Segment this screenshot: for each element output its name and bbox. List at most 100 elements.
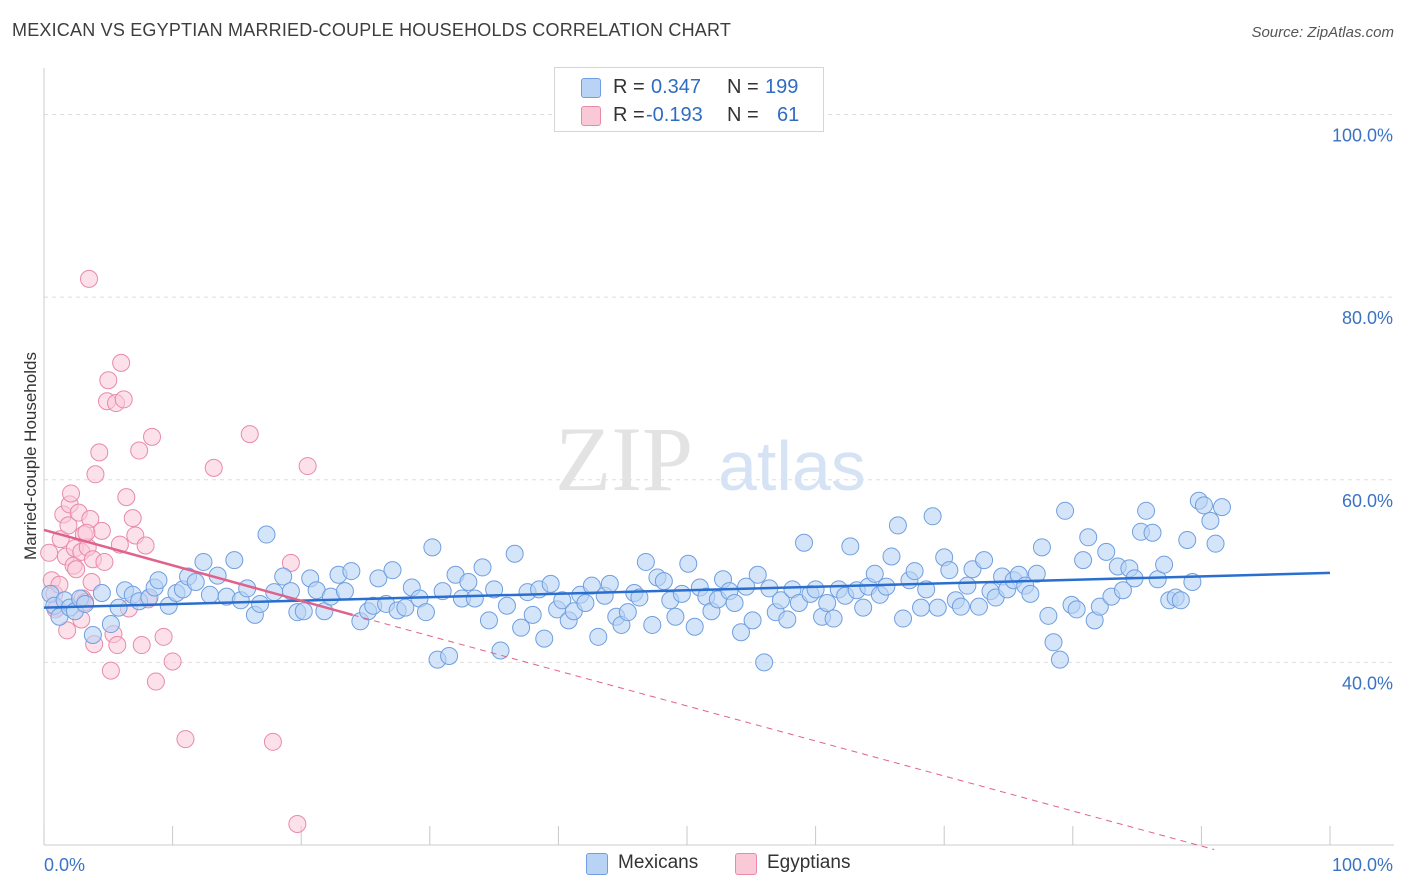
mexicans-point <box>1194 496 1213 515</box>
mexicans-point <box>643 615 662 634</box>
legend-r-label: R = <box>613 104 645 126</box>
y-axis-label: Married-couple Households <box>21 352 40 560</box>
mexicans-point <box>806 580 825 599</box>
mexicans-point <box>1155 555 1174 574</box>
axes <box>43 68 1394 846</box>
mexicans-point <box>865 564 884 583</box>
egyptians-point <box>80 269 99 288</box>
mexicans-point <box>479 611 498 630</box>
mexicans-point <box>416 603 435 622</box>
mexicans-point <box>92 583 111 602</box>
mexicans-point <box>636 552 655 571</box>
egyptians-point <box>114 390 133 409</box>
mexicans-point <box>491 641 510 660</box>
mexicans-point <box>923 507 942 526</box>
mexicans-point <box>1050 650 1069 669</box>
mexicans-point <box>83 625 102 644</box>
mexicans-point <box>1079 528 1098 547</box>
mexicans-point <box>1178 531 1197 550</box>
mexicans-point <box>200 585 219 604</box>
mexicans-point <box>854 598 873 617</box>
mexicans-point <box>1143 523 1162 542</box>
mexicans-point <box>1056 501 1075 520</box>
egyptians-point <box>240 425 259 444</box>
mexicans-point <box>505 544 524 563</box>
chart-title: MEXICAN VS EGYPTIAN MARRIED-COUPLE HOUSE… <box>12 20 732 40</box>
mexicans-point <box>1212 498 1231 517</box>
mexicans-point <box>294 602 313 621</box>
mexicans-point <box>1074 551 1093 570</box>
y-tick-label: 60.0% <box>1342 491 1393 511</box>
mexicans-point <box>951 597 970 616</box>
mexicans-point <box>535 629 554 648</box>
legend-n-label: N = <box>727 76 759 98</box>
egyptians-points <box>40 269 317 833</box>
watermark: ZIP atlas <box>555 408 866 510</box>
mexicans-point <box>912 598 931 617</box>
x-tick-label-max: 100.0% <box>1332 855 1393 875</box>
egyptians-point <box>82 573 101 592</box>
legend-n-label: N = <box>727 104 759 126</box>
mexicans-point <box>654 572 673 591</box>
legend: R = 0.347 N = 199 R = -0.193 N = 61 <box>554 67 824 132</box>
egyptians-point <box>62 484 81 503</box>
egyptians-point <box>288 814 307 833</box>
mexicans-point <box>771 591 790 610</box>
egyptians-point <box>99 371 118 390</box>
egyptians-point <box>108 636 127 655</box>
mexicans-point <box>497 596 516 615</box>
legend-swatch-egyptians <box>581 106 601 126</box>
mexicans-point <box>600 574 619 593</box>
mexicans-point <box>975 551 994 570</box>
mexicans-point <box>877 577 896 596</box>
mexicans-point <box>383 561 402 580</box>
mexicans-point <box>725 594 744 613</box>
mexicans-point <box>186 573 205 592</box>
mexicans-point <box>251 594 270 613</box>
bottom-legend-swatch-egyptians <box>735 853 757 875</box>
mexicans-point <box>1067 600 1086 619</box>
y-tick-label: 100.0% <box>1332 126 1393 146</box>
mexicans-point <box>672 584 691 603</box>
mexicans-point <box>1137 501 1156 520</box>
egyptians-point <box>176 730 195 749</box>
egyptians-point <box>130 441 149 460</box>
bottom-legend-label-egyptians: Egyptians <box>767 852 851 873</box>
mexicans-point <box>335 582 354 601</box>
mexicans-point <box>423 538 442 557</box>
egyptians-point <box>101 661 120 680</box>
watermark-atlas: atlas <box>718 427 866 505</box>
mexicans-point <box>630 588 649 607</box>
mexicans-point <box>969 597 988 616</box>
mexicans-point <box>433 582 452 601</box>
egyptians-trend-extension <box>352 614 1215 851</box>
mexicans-point <box>485 580 504 599</box>
mexicans-point <box>76 594 95 613</box>
mexicans-point <box>618 603 637 622</box>
mexicans-point <box>778 610 797 629</box>
mexicans-point <box>882 547 901 566</box>
mexicans-point <box>553 591 572 610</box>
mexicans-point <box>1113 581 1132 600</box>
mexicans-point <box>1027 564 1046 583</box>
watermark-zip: ZIP <box>555 408 693 510</box>
egyptians-point <box>204 458 223 477</box>
mexicans-trend-line <box>43 571 1331 609</box>
mexicans-point <box>1097 542 1116 561</box>
mexicans-point <box>1201 511 1220 530</box>
egyptians-point <box>263 732 282 751</box>
mexicans-point <box>737 577 756 596</box>
egyptians-point <box>59 516 78 535</box>
tick-labels: 40.0% 60.0% 80.0% 100.0% 0.0% 100.0% <box>44 126 1393 875</box>
egyptians-point <box>117 488 136 507</box>
mexicans-point <box>1090 597 1109 616</box>
legend-n-value: 61 <box>777 104 800 126</box>
legend-swatch-mexicans <box>581 78 601 98</box>
mexicans-point <box>1032 538 1051 557</box>
mexicans-point <box>369 569 388 588</box>
mexicans-point <box>257 525 276 544</box>
egyptians-point <box>298 457 317 476</box>
mexicans-point <box>818 594 837 613</box>
mexicans-point <box>589 627 608 646</box>
egyptians-point <box>58 621 77 640</box>
